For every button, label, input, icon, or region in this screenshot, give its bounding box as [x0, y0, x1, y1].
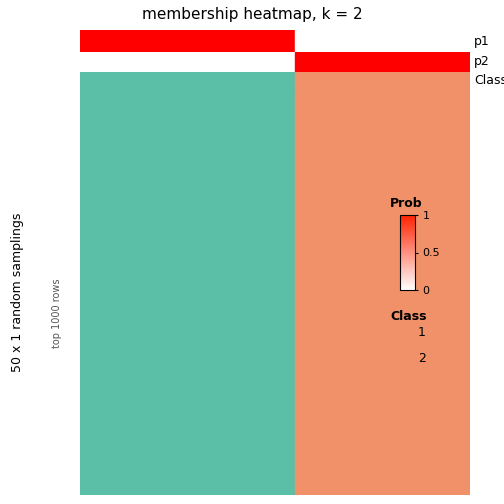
Bar: [80, 30, 294, 52]
Bar: [294, 90, 470, 495]
Text: 2: 2: [418, 351, 426, 364]
Bar: [294, 52, 470, 72]
Bar: [294, 72, 470, 90]
Text: Class: Class: [390, 310, 426, 323]
Text: 50 x 1 random samplings: 50 x 1 random samplings: [12, 213, 25, 372]
Bar: [80, 90, 294, 495]
Text: Class: Class: [474, 75, 504, 88]
Bar: [80, 52, 294, 72]
Text: Prob: Prob: [390, 197, 423, 210]
Text: membership heatmap, k = 2: membership heatmap, k = 2: [142, 7, 362, 22]
Text: p2: p2: [474, 55, 490, 69]
Bar: [80, 72, 294, 90]
Text: p1: p1: [474, 34, 490, 47]
Bar: [294, 30, 470, 52]
Text: 1: 1: [418, 326, 426, 339]
Text: top 1000 rows: top 1000 rows: [52, 278, 62, 347]
